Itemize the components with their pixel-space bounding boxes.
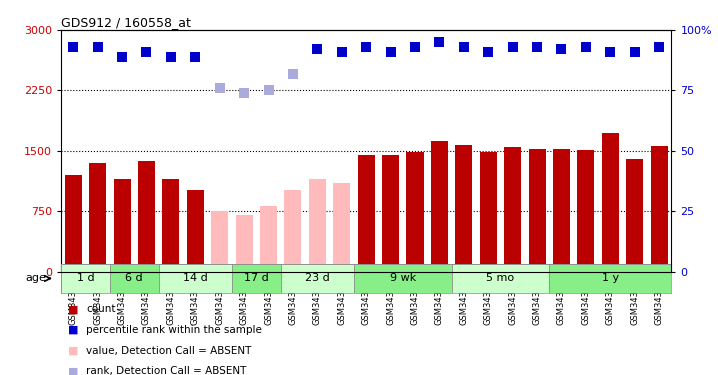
Point [238,90,250,96]
Text: count: count [86,304,116,314]
Point [605,49,616,55]
Text: 1 y: 1 y [602,273,619,284]
Bar [61,264,110,292]
Bar [358,155,375,272]
Text: 9 wk: 9 wk [390,273,416,284]
Point [336,49,348,55]
Bar [452,264,549,292]
Text: 1 d: 1 d [77,273,94,284]
Text: ■: ■ [68,325,79,335]
Point [287,70,299,76]
Bar [159,264,232,292]
Text: value, Detection Call = ABSENT: value, Detection Call = ABSENT [86,346,251,355]
Point [458,44,470,50]
Bar [110,264,159,292]
Bar [626,159,643,272]
Point [507,44,518,50]
Bar [406,152,424,272]
Bar [232,264,281,292]
Point [190,54,201,60]
Bar [260,206,277,272]
Text: 23 d: 23 d [305,273,330,284]
Bar [162,179,180,272]
Point [385,49,396,55]
Text: age: age [25,273,46,284]
Point [165,54,177,60]
Text: 17 d: 17 d [244,273,269,284]
Bar [284,190,302,272]
Bar [138,160,155,272]
Bar [65,175,82,272]
Point [214,85,225,91]
Bar [651,146,668,272]
Bar [382,155,399,272]
Bar [504,147,521,272]
Text: 6 d: 6 d [126,273,143,284]
Bar [480,152,497,272]
Point [360,44,372,50]
Bar [113,179,131,272]
Point [116,54,128,60]
Point [482,49,494,55]
Point [653,44,665,50]
Bar [89,163,106,272]
Bar [455,145,472,272]
Text: rank, Detection Call = ABSENT: rank, Detection Call = ABSENT [86,366,246,375]
Point [580,44,592,50]
Text: ■: ■ [68,346,79,355]
Text: ■: ■ [68,366,79,375]
Bar [211,211,228,272]
Point [263,87,274,93]
Point [629,49,640,55]
Bar [281,264,354,292]
Text: GDS912 / 160558_at: GDS912 / 160558_at [61,16,191,29]
Bar [187,190,204,272]
Bar [553,149,570,272]
Point [409,44,421,50]
Bar [528,149,546,272]
Text: percentile rank within the sample: percentile rank within the sample [86,325,262,335]
Bar [577,150,595,272]
Bar [354,264,452,292]
Bar [236,215,253,272]
Point [141,49,152,55]
Text: 14 d: 14 d [183,273,208,284]
Point [92,44,103,50]
Point [531,44,543,50]
Bar [431,141,448,272]
Bar [602,133,619,272]
Text: 5 mo: 5 mo [486,273,515,284]
Text: ■: ■ [68,304,79,314]
Point [312,46,323,53]
Point [556,46,567,53]
Point [434,39,445,45]
Bar [549,264,671,292]
Bar [309,179,326,272]
Bar [333,183,350,272]
Point [67,44,79,50]
